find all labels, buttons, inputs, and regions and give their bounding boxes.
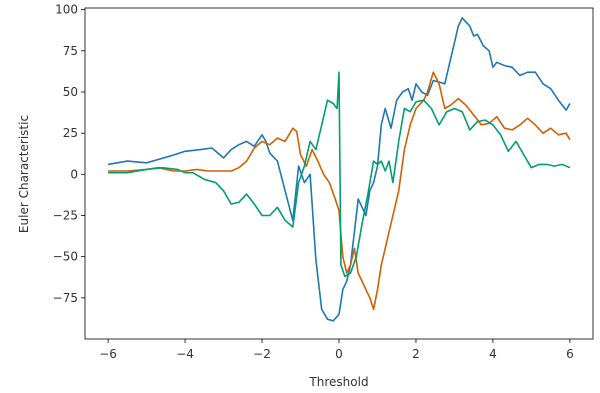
x-tick-label: 0	[335, 347, 343, 361]
x-tick-label: −4	[176, 347, 194, 361]
x-axis-label: Threshold	[308, 375, 368, 389]
x-tick-label: −6	[99, 347, 117, 361]
y-tick-label: −25	[53, 208, 78, 222]
series-line-1	[107, 17, 571, 322]
x-tick-label: −2	[253, 347, 271, 361]
y-tick-label: 100	[55, 3, 78, 17]
y-axis-label: Euler Characteristic	[17, 115, 31, 233]
x-tick-label: 2	[412, 347, 420, 361]
y-tick-label: 50	[63, 85, 78, 99]
series-line-3	[108, 71, 571, 278]
y-tick-label: 75	[63, 44, 78, 58]
y-tick-label: −75	[53, 291, 78, 305]
y-axis: 100 75 50 25 0 −25 −50 −75	[53, 3, 85, 305]
x-tick-label: 4	[489, 347, 497, 361]
y-tick-label: 0	[70, 167, 78, 181]
y-tick-label: −50	[53, 250, 78, 264]
x-tick-label: 6	[566, 347, 574, 361]
y-tick-label: 25	[63, 126, 78, 140]
series-layer	[107, 17, 571, 322]
plot-frame	[84, 7, 594, 340]
x-axis: −6 −4 −2 0 2 4 6	[99, 339, 574, 361]
